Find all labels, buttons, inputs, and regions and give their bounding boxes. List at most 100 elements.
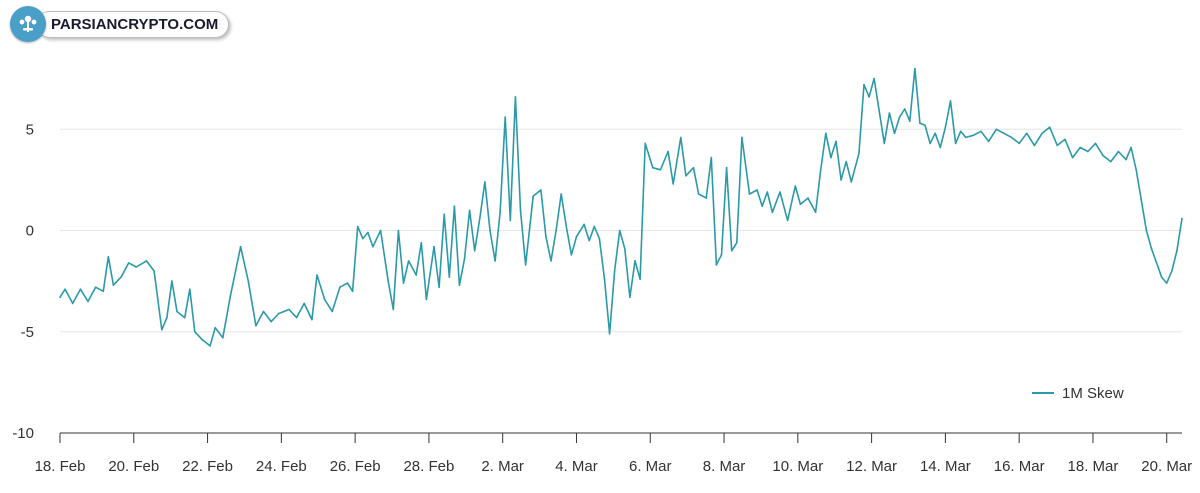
x-tick-label: 2. Mar	[481, 458, 524, 475]
data-point	[613, 270, 616, 272]
data-point	[509, 219, 512, 222]
y-tick-label: 0	[26, 223, 34, 240]
data-point	[624, 247, 626, 250]
data-point	[639, 278, 641, 280]
x-tick-label: 26. Feb	[330, 458, 381, 475]
data-point	[1010, 136, 1013, 139]
data-point	[598, 237, 601, 240]
data-point	[794, 185, 797, 187]
data-point	[868, 96, 870, 98]
data-point	[1041, 132, 1043, 135]
x-tick-label: 20. Feb	[108, 458, 159, 475]
data-point	[316, 274, 318, 276]
series-layer	[59, 67, 1183, 347]
data-point	[79, 288, 82, 291]
data-point	[766, 191, 769, 193]
data-point	[987, 140, 990, 143]
x-tick-label: 10. Mar	[772, 458, 823, 475]
data-point	[438, 286, 440, 289]
data-point	[692, 166, 695, 169]
data-point	[1094, 142, 1097, 145]
legend[interactable]: 1M Skew	[1032, 385, 1124, 402]
data-point	[494, 260, 496, 262]
data-point	[407, 260, 410, 262]
data-point	[909, 120, 911, 122]
data-point	[362, 237, 364, 240]
data-point	[209, 345, 211, 347]
data-point	[448, 276, 451, 278]
data-point	[644, 142, 646, 145]
x-axis-ticks: 18. Feb 20. Feb 22. Feb 24. Feb 26. Feb 28. F…	[35, 433, 1192, 475]
data-point	[1071, 156, 1074, 159]
data-point	[995, 128, 998, 131]
legend-label-1m-skew: 1M Skew	[1062, 385, 1124, 402]
data-point	[807, 197, 809, 199]
data-point	[565, 225, 568, 228]
data-point	[710, 156, 713, 159]
data-point	[183, 316, 186, 319]
data-point	[980, 130, 982, 133]
data-point	[929, 142, 931, 145]
data-point	[858, 152, 860, 155]
logo: PARSIANCRYPTO.COM	[10, 6, 230, 42]
data-point	[161, 328, 163, 331]
data-point	[415, 274, 418, 276]
data-point	[814, 211, 817, 214]
data-point	[1155, 262, 1158, 264]
data-point	[1176, 250, 1178, 252]
data-point	[311, 318, 313, 321]
x-tick-label: 14. Mar	[920, 458, 971, 475]
data-point	[71, 302, 74, 305]
data-point	[94, 286, 97, 289]
data-point	[229, 294, 232, 297]
data-point	[1003, 132, 1005, 135]
data-point	[730, 250, 733, 252]
data-point	[176, 310, 178, 313]
data-point	[959, 130, 962, 133]
data-point	[255, 324, 257, 327]
data-point	[825, 132, 827, 135]
data-point	[850, 181, 853, 183]
data-point	[367, 231, 369, 234]
data-point	[1130, 146, 1132, 149]
data-point	[603, 278, 606, 280]
data-point	[514, 96, 517, 98]
data-point	[583, 223, 585, 226]
x-tick-label: 16. Mar	[994, 458, 1045, 475]
data-point	[1117, 150, 1120, 153]
data-point	[102, 290, 105, 293]
data-point	[351, 290, 354, 293]
data-point	[1064, 138, 1066, 141]
x-tick-label: 22. Feb	[182, 458, 233, 475]
data-point	[819, 169, 822, 171]
data-point	[189, 288, 191, 291]
data-point	[1125, 158, 1127, 161]
x-tick-label: 18. Feb	[35, 458, 86, 475]
data-point	[741, 136, 743, 139]
data-point	[87, 300, 89, 303]
x-tick-label: 6. Mar	[629, 458, 672, 475]
data-point	[270, 320, 273, 323]
data-point	[346, 282, 349, 284]
data-point	[748, 193, 751, 195]
data-point	[524, 264, 527, 266]
grid-lines	[60, 128, 1182, 333]
data-point	[339, 286, 341, 289]
data-point	[680, 136, 682, 139]
data-point	[550, 260, 552, 262]
data-point	[540, 189, 542, 191]
data-point	[634, 260, 636, 262]
data-point	[239, 245, 242, 248]
data-point	[840, 179, 842, 181]
data-point	[560, 193, 562, 195]
data-point	[914, 67, 916, 70]
data-point	[519, 209, 522, 212]
x-tick-label: 18. Mar	[1068, 458, 1119, 475]
data-point	[247, 280, 250, 282]
data-point	[919, 122, 921, 124]
data-point	[295, 316, 298, 319]
data-point	[697, 193, 700, 195]
x-tick-label: 12. Mar	[846, 458, 897, 475]
data-point	[835, 140, 837, 143]
data-point	[484, 181, 486, 183]
